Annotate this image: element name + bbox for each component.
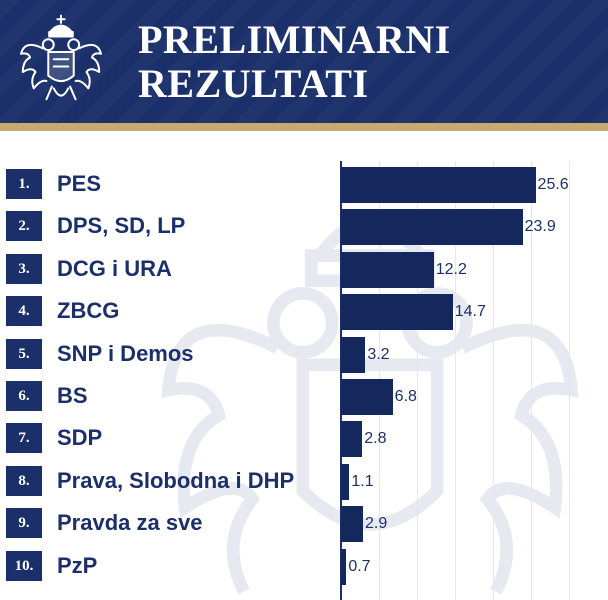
result-row: 3. DCG i URA 12.2 xyxy=(0,250,608,290)
header-banner xyxy=(0,0,608,123)
bar xyxy=(341,209,523,246)
result-row: 6. BS 6.8 xyxy=(0,377,608,417)
rank-badge: 6. xyxy=(6,381,42,411)
bar xyxy=(341,548,347,585)
party-label: BS xyxy=(57,383,88,408)
bar xyxy=(341,167,536,203)
result-row: 9. Pravda za sve 2.9 xyxy=(0,504,608,544)
rank-badge: 8. xyxy=(6,465,42,496)
bar xyxy=(341,251,434,288)
party-label: Prava, Slobodna i DHP xyxy=(57,467,295,493)
party-label: DPS, SD, LP xyxy=(57,213,186,239)
bar xyxy=(341,379,393,415)
gridline xyxy=(417,161,418,600)
data-label: 12.2 xyxy=(435,260,467,278)
data-label: 0.7 xyxy=(348,557,371,575)
party-label: ZBCG xyxy=(57,298,120,324)
gridline xyxy=(493,161,494,600)
party-label: PES xyxy=(57,171,102,196)
rank-badge: 9. xyxy=(6,508,42,539)
bar xyxy=(341,294,453,331)
party-label: Pravda za sve xyxy=(57,510,203,536)
result-row: 8. Prava, Slobodna i DHP 1.1 xyxy=(0,462,608,502)
data-label: 1.1 xyxy=(351,472,374,490)
data-label: 6.8 xyxy=(394,388,417,405)
data-label: 25.6 xyxy=(537,176,569,193)
bar xyxy=(341,336,366,373)
rank-badge: 2. xyxy=(6,211,42,242)
result-row: 10. PzP 0.7 xyxy=(0,547,608,587)
data-label: 2.8 xyxy=(364,430,387,448)
result-row: 4. ZBCG 14.7 xyxy=(0,292,608,332)
party-label: DCG i URA xyxy=(57,255,172,281)
result-row: 1. PES 25.6 xyxy=(0,165,608,205)
result-row: 7. SDP 2.8 xyxy=(0,419,608,459)
bar xyxy=(341,421,363,458)
page-title: PRELIMINARNI REZULTATI xyxy=(138,17,451,106)
bar xyxy=(341,506,364,543)
party-label: PzP xyxy=(57,552,98,578)
party-label: SDP xyxy=(57,425,103,451)
rank-badge: 4. xyxy=(6,296,42,327)
rank-badge: 3. xyxy=(6,253,42,284)
result-row: 2. DPS, SD, LP 23.9 xyxy=(0,207,608,247)
gridline xyxy=(569,161,570,600)
result-row: 5. SNP i Demos 3.2 xyxy=(0,335,608,375)
data-label: 3.2 xyxy=(367,345,390,363)
data-label: 14.7 xyxy=(454,303,486,321)
montenegro-coat-of-arms-icon xyxy=(20,14,102,101)
rank-badge: 1. xyxy=(6,169,42,199)
data-label: 23.9 xyxy=(524,218,556,236)
rank-badge: 10. xyxy=(6,550,42,581)
gridline xyxy=(531,161,532,600)
data-label: 2.9 xyxy=(365,515,388,533)
gold-divider xyxy=(0,123,608,131)
rank-badge: 5. xyxy=(6,338,42,369)
gridline xyxy=(455,161,456,600)
bar xyxy=(341,463,350,500)
party-label: SNP i Demos xyxy=(57,340,194,366)
rank-badge: 7. xyxy=(6,423,42,454)
